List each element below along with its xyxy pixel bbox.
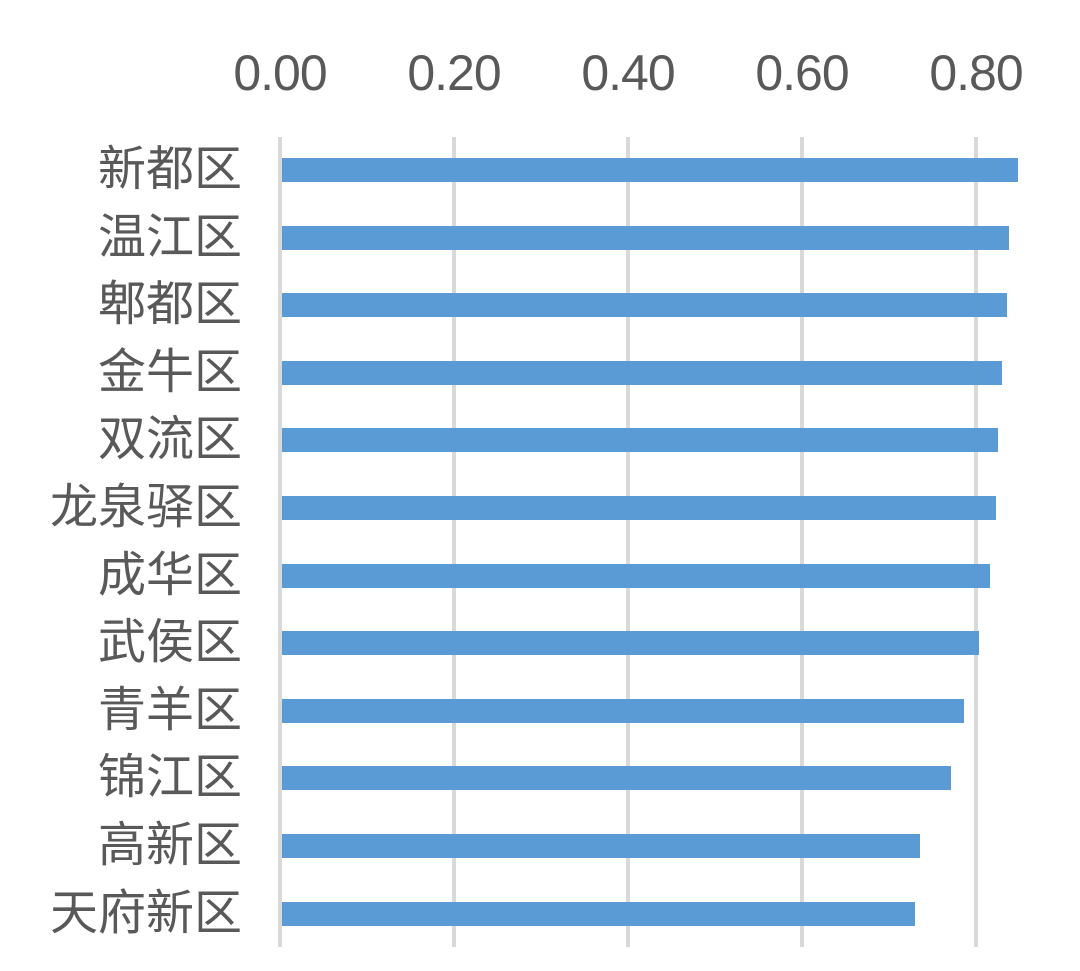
category-label: 青羊区 [97,683,242,737]
bar [282,428,998,453]
category-label: 龙泉驿区 [49,481,242,534]
x-tick-label: 0.60 [755,45,849,101]
category-label: 郫都区 [97,278,242,332]
x-tick-label: 0.20 [407,45,501,101]
x-tick-label: 0.80 [929,45,1023,101]
bar [282,698,964,723]
category-label: 天府新区 [49,886,242,940]
bar [282,563,990,588]
bar [282,360,1003,385]
x-tick-label: 0.00 [233,45,327,101]
gridline [452,137,456,947]
category-label: 成华区 [97,548,242,602]
bar [282,225,1010,250]
category-label: 高新区 [97,819,242,872]
category-label: 双流区 [97,413,242,467]
bar [282,496,996,520]
bar [282,631,979,656]
x-tick-label: 0.40 [581,45,675,101]
category-label: 温江区 [97,210,242,264]
gridline [974,137,978,947]
bar [282,158,1018,182]
bar [282,293,1008,318]
category-label: 新都区 [97,143,242,196]
category-label: 武侯区 [97,616,242,670]
bar [282,901,916,926]
gridline [800,137,804,947]
bar [282,834,921,858]
category-label: 锦江区 [97,751,242,805]
category-label: 金牛区 [97,345,242,399]
gridline [626,137,630,947]
bar [282,766,951,791]
gridline [278,137,282,947]
